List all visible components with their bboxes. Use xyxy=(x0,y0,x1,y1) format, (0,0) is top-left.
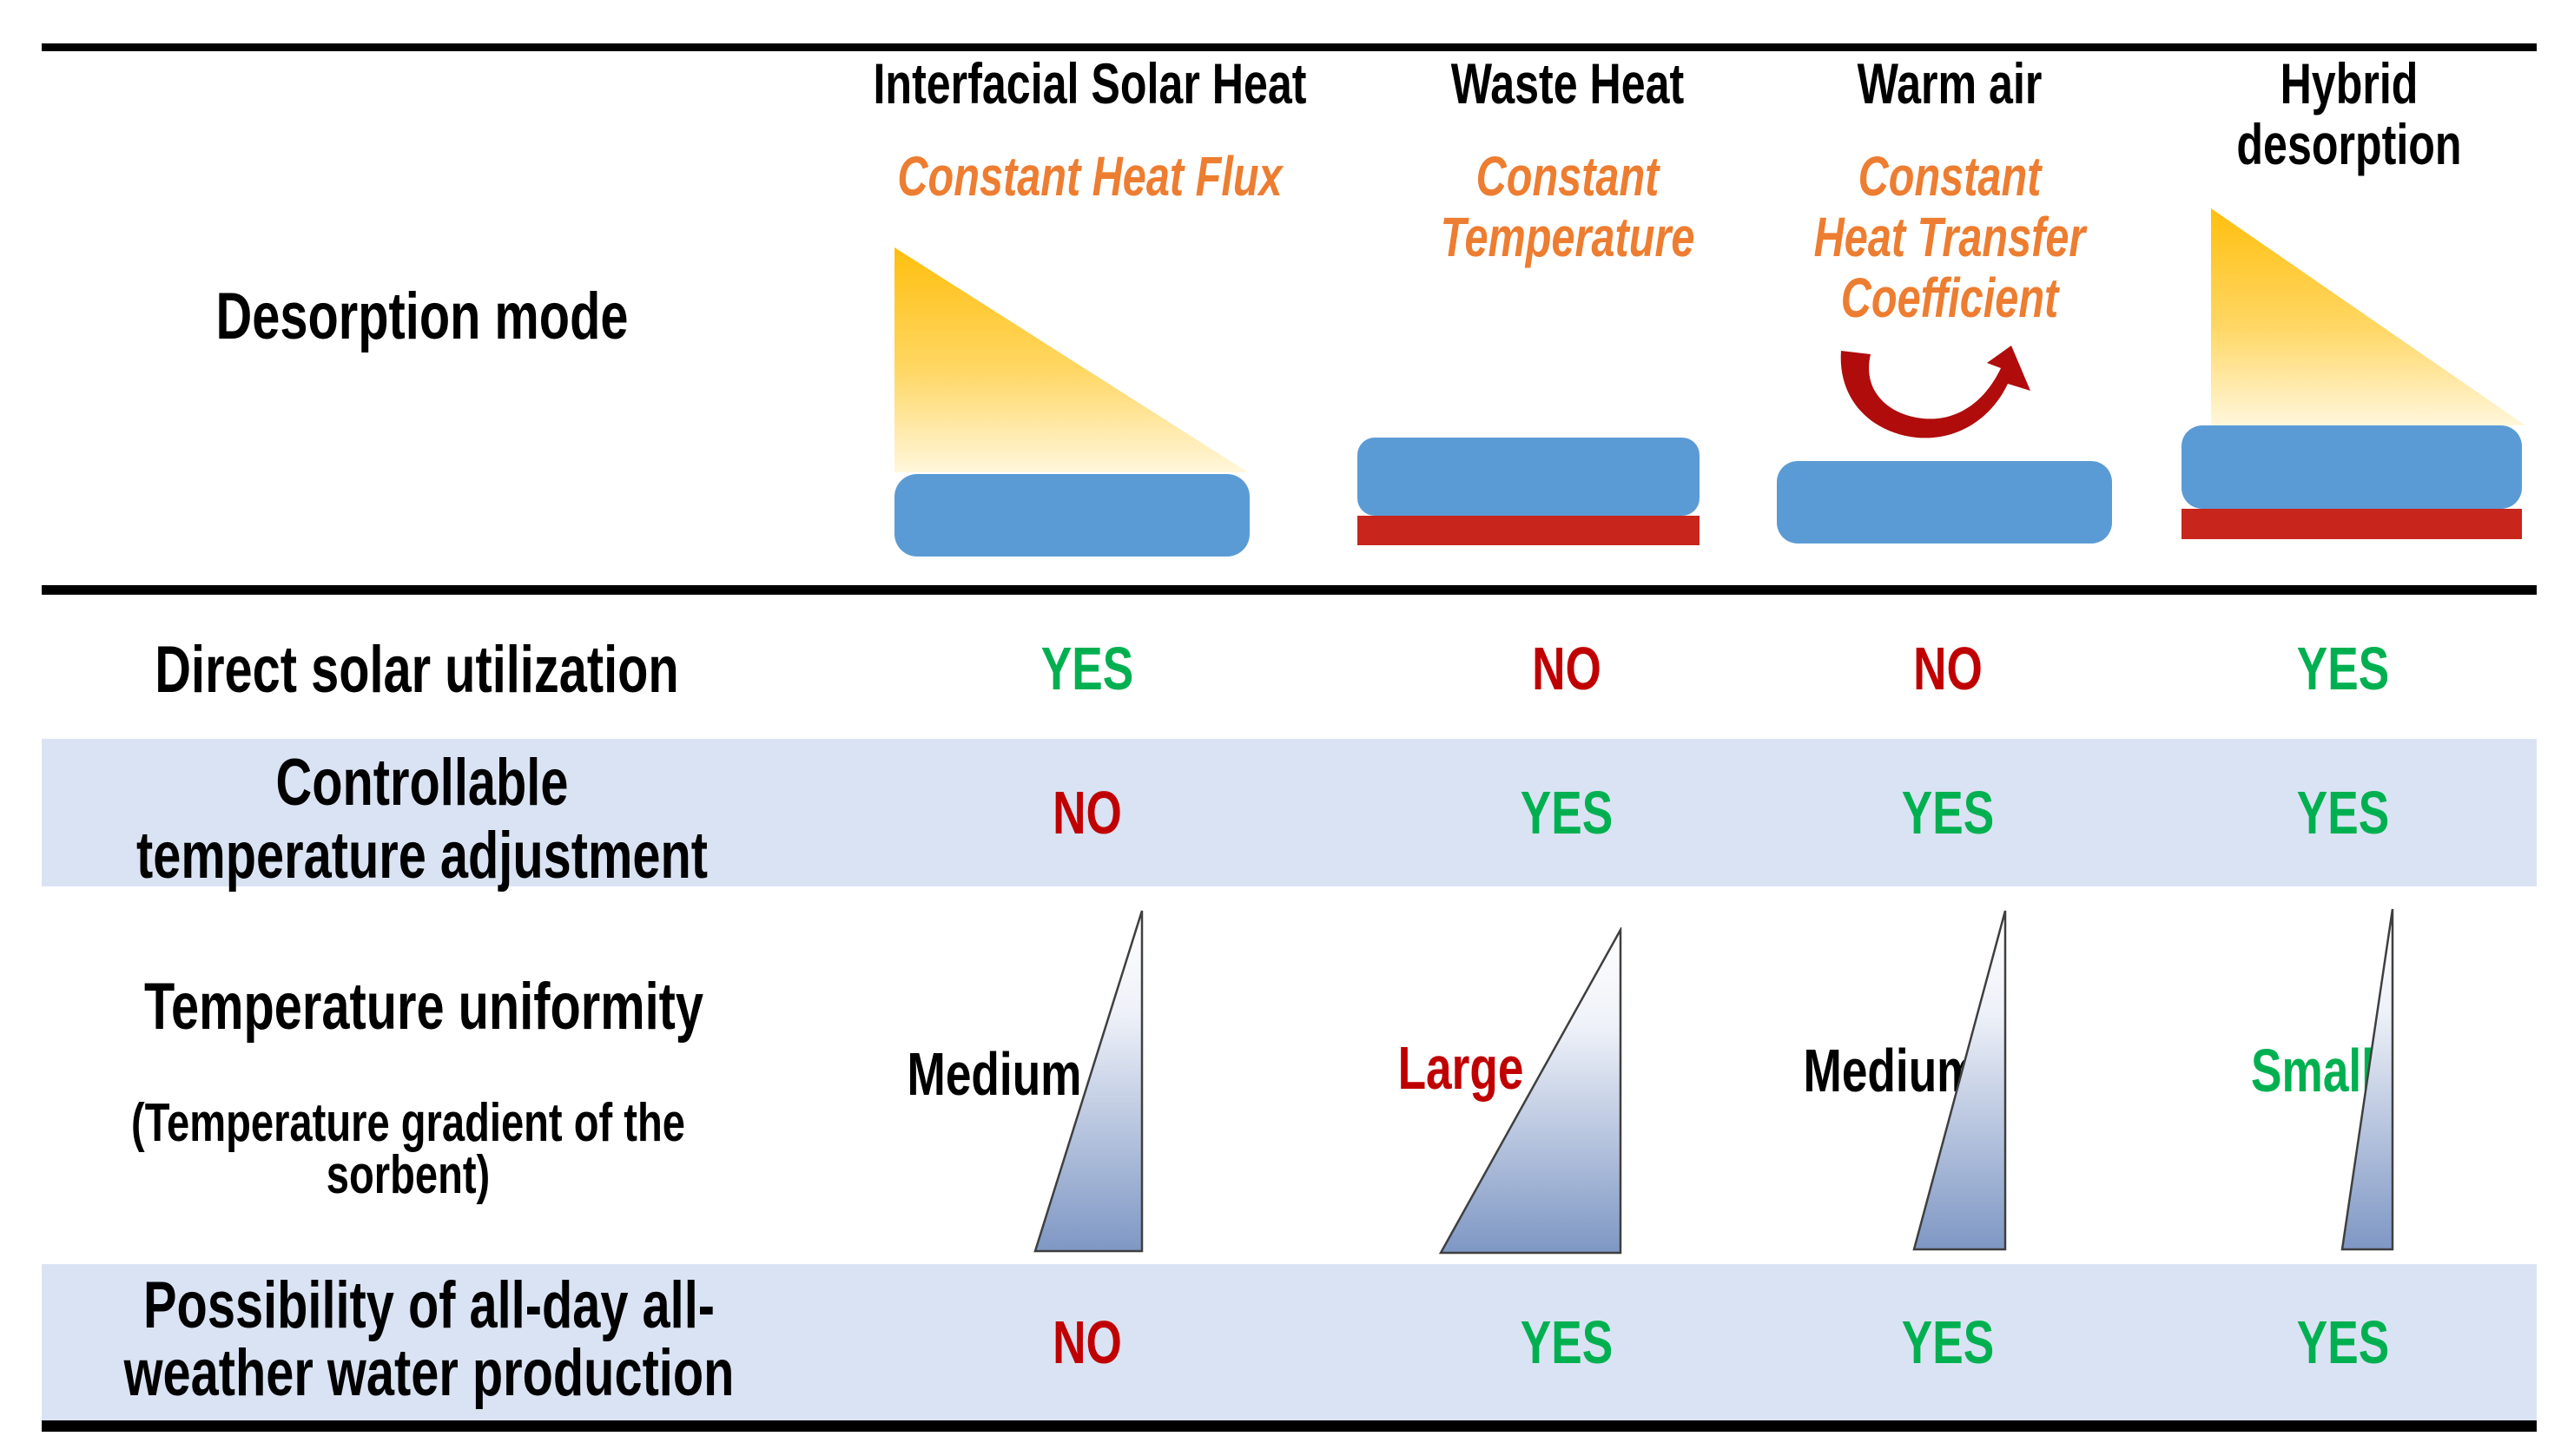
cell-direct-solar-col1: YES xyxy=(1040,635,1134,702)
cell-uniformity-col1: Medium xyxy=(907,1040,1082,1108)
column-header-waste-heat: Waste Heat xyxy=(1450,51,1685,115)
cell-controllable-col1: NO xyxy=(1053,779,1122,847)
top-border-line xyxy=(42,43,2537,51)
cell-controllable-col4: YES xyxy=(2296,779,2390,847)
blue-gradient-triangle-icon xyxy=(1033,910,1144,1253)
column-header-interfacial-solar-heat: Interfacial Solar Heat xyxy=(873,51,1307,115)
gradient-triangle-medium-1 xyxy=(1033,910,1144,1253)
sorbent-blue-rect-icon xyxy=(894,474,1250,557)
subtitle-constant-temperature-line1: Constant xyxy=(1475,145,1660,208)
blue-gradient-triangle-icon xyxy=(2340,908,2394,1251)
row-header-desorption-mode: Desorption mode xyxy=(215,280,629,353)
solar-flux-triangle-and-sorbent-graphic xyxy=(894,247,1250,557)
sorbent-blue-rect-icon xyxy=(2181,425,2522,509)
blue-gradient-triangle-icon xyxy=(1912,910,2007,1251)
subtitle-constant-htc-line3: Coefficient xyxy=(1840,267,2059,329)
row-label-possibility-line2: weather water production xyxy=(123,1336,735,1410)
row-sublabel-temperature-gradient-line1: (Temperature gradient of the xyxy=(131,1093,685,1153)
sorbent-blue-rect-icon xyxy=(1777,461,2112,544)
cell-uniformity-col4: Small xyxy=(2251,1037,2374,1104)
gradient-triangle-medium-2 xyxy=(1912,910,2007,1251)
row-label-possibility-line1: Possibility of all-day all- xyxy=(143,1268,715,1342)
sunlight-gradient-triangle-icon xyxy=(894,247,1248,472)
subtitle-constant-heat-flux: Constant Heat Flux xyxy=(897,145,1283,208)
gradient-triangle-large xyxy=(1438,927,1622,1255)
row-band-all-day-production xyxy=(42,1264,2537,1420)
row-label-controllable-line1: Controllable xyxy=(275,746,569,820)
subtitle-constant-htc-line2: Heat Transfer xyxy=(1813,206,2086,268)
cell-controllable-col2: YES xyxy=(1520,779,1614,847)
row-label-temperature-uniformity: Temperature uniformity xyxy=(143,970,704,1044)
heater-red-rect-icon xyxy=(1357,516,1700,545)
cell-possibility-col1: NO xyxy=(1053,1308,1122,1376)
cell-possibility-col4: YES xyxy=(2296,1308,2390,1376)
red-curved-arrow-icon xyxy=(1840,346,2030,438)
row-band-controllable-temperature xyxy=(42,739,2537,886)
column-header-warm-air: Warm air xyxy=(1857,51,2043,115)
hybrid-desorption-graphic xyxy=(2181,208,2525,539)
gradient-triangle-small xyxy=(2340,908,2394,1251)
row-label-controllable-line2: temperature adjustment xyxy=(136,819,708,893)
sorbent-blue-rect-icon xyxy=(1357,438,1700,516)
cell-direct-solar-col3: NO xyxy=(1913,635,1983,702)
cell-uniformity-col2: Large xyxy=(1397,1034,1524,1102)
heater-red-rect-icon xyxy=(2181,509,2522,539)
warm-air-curved-arrow-graphic xyxy=(1840,346,2030,438)
cell-direct-solar-col4: YES xyxy=(2296,635,2390,702)
cell-uniformity-col3: Medium xyxy=(1803,1037,1978,1104)
sunlight-gradient-triangle-icon xyxy=(2211,208,2525,425)
cell-direct-solar-col2: NO xyxy=(1532,635,1601,702)
subtitle-constant-htc-line1: Constant xyxy=(1858,145,2042,208)
warm-air-sorbent-graphic xyxy=(1777,461,2112,544)
cell-controllable-col3: YES xyxy=(1901,779,1995,847)
row-label-direct-solar-utilization: Direct solar utilization xyxy=(155,633,679,707)
waste-heat-sorbent-and-heater-graphic xyxy=(1357,438,1700,545)
subtitle-constant-temperature-line2: Temperature xyxy=(1440,206,1695,268)
blue-gradient-triangle-icon xyxy=(1438,927,1622,1255)
column-header-hybrid-line1: Hybrid xyxy=(2280,51,2419,115)
header-divider-line xyxy=(42,585,2537,595)
cell-possibility-col3: YES xyxy=(1901,1308,1995,1376)
cell-possibility-col2: YES xyxy=(1520,1308,1614,1376)
row-sublabel-temperature-gradient-line2: sorbent) xyxy=(326,1145,491,1205)
bottom-border-line xyxy=(42,1420,2537,1432)
column-header-hybrid-line2: desorption xyxy=(2236,112,2462,176)
